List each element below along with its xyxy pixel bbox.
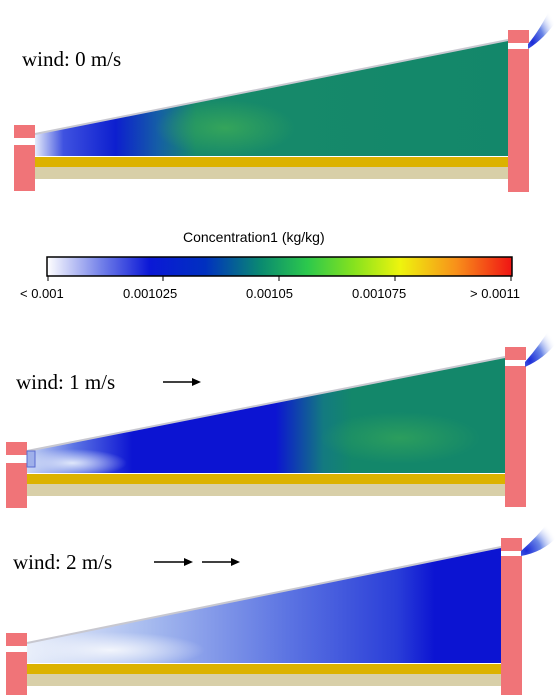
floor-base	[35, 167, 508, 179]
floor-base	[27, 674, 501, 686]
roof-line	[34, 39, 509, 135]
wind-label: wind: 1 m/s	[16, 370, 115, 394]
inlet-vent	[26, 450, 36, 468]
right-wall	[505, 347, 526, 360]
left-wall	[14, 145, 35, 191]
right-wall	[505, 366, 526, 507]
panel-wind-0: wind: 0 m/s	[14, 5, 557, 192]
left-wall	[6, 463, 27, 508]
right-wall	[501, 538, 522, 551]
colorbar-tick-label: > 0.0011	[470, 286, 520, 301]
left-wall	[6, 633, 27, 646]
roof-line	[26, 546, 502, 644]
left-wall	[14, 125, 35, 138]
exhaust-plume	[521, 520, 557, 556]
left-wall	[6, 442, 27, 455]
floor-gold	[27, 664, 501, 674]
right-wall	[508, 49, 529, 192]
wind-arrow-icon	[202, 558, 240, 566]
wind-arrow-icon	[154, 558, 193, 566]
green-region	[320, 412, 480, 464]
colorbar-title: Concentration1 (kg/kg)	[183, 229, 325, 245]
wind-arrow-icon	[163, 378, 201, 386]
colorbar-ticks	[47, 276, 512, 281]
pale-inlet-region	[15, 632, 205, 668]
colorbar-gradient	[46, 256, 513, 277]
wind-label: wind: 2 m/s	[13, 550, 112, 574]
colorbar-tick-label: 0.00105	[246, 286, 293, 301]
floor-base	[27, 484, 505, 496]
colorbar: Concentration1 (kg/kg) < 0.001 0.001025 …	[20, 229, 520, 301]
roof-line	[26, 356, 506, 452]
wind-label: wind: 0 m/s	[22, 47, 121, 71]
colorbar-tick-label: 0.001075	[352, 286, 406, 301]
exhaust-plume	[528, 5, 557, 49]
left-wall	[6, 652, 27, 695]
green-region	[155, 100, 295, 156]
pale-inlet-region	[17, 449, 127, 477]
right-wall	[508, 30, 529, 43]
exhaust-plume	[525, 325, 557, 367]
panel-wind-2: wind: 2 m/s	[6, 520, 557, 695]
floor-gold	[27, 474, 505, 484]
floor-gold	[35, 157, 508, 167]
concentration-field	[35, 40, 508, 156]
panel-wind-1: wind: 1 m/s	[6, 325, 557, 508]
right-wall	[501, 556, 522, 695]
colorbar-tick-label: 0.001025	[123, 286, 177, 301]
colorbar-tick-label: < 0.001	[20, 286, 64, 301]
